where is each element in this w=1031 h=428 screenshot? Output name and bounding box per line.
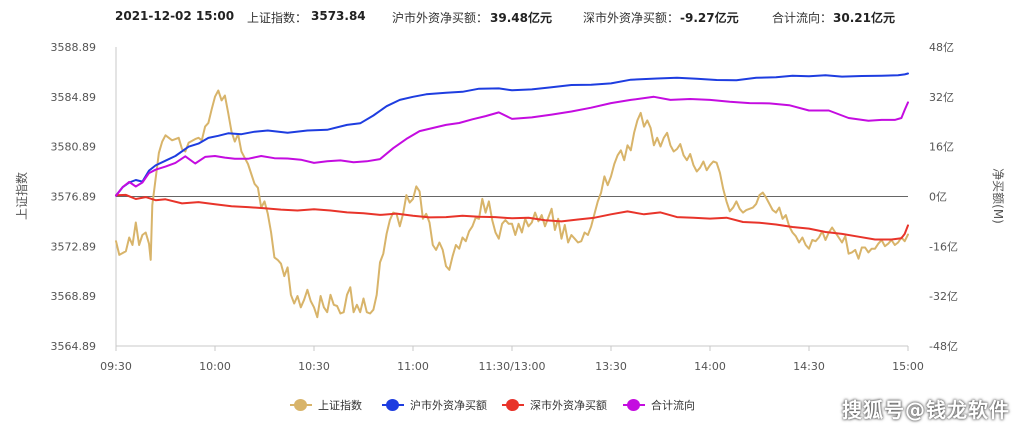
header-total-value: 30.21亿元 <box>833 11 895 25</box>
legend-label: 上证指数 <box>318 399 362 412</box>
header-datetime: 2021-12-02 15:00 <box>115 9 235 23</box>
watermark: 搜狐号@钱龙软件 <box>842 398 1010 422</box>
legend-swatch-icon <box>290 399 312 411</box>
left-y-tick-label: 3576.89 <box>51 191 97 204</box>
x-tick-label: 11:30/13:00 <box>478 360 545 373</box>
x-tick-label: 15:00 <box>892 360 924 373</box>
header-total-label: 合计流向： <box>772 11 833 25</box>
right-y-tick-label: -16亿 <box>929 240 958 253</box>
x-ticks: 09:30 10:00 10:30 11:00 11:30/13:00 13:30 14:0… <box>100 346 924 373</box>
legend-label: 沪市外资净买额 <box>410 399 487 412</box>
legend-item-1[interactable]: 上证指数 <box>290 397 362 413</box>
right-y-tick-label: -48亿 <box>929 340 958 353</box>
header-sh-value: 39.48亿元 <box>490 11 552 25</box>
left-y-tick-label: 3568.89 <box>51 290 97 303</box>
left-y-ticks: 3588.89 3584.89 3580.89 3576.89 3572.89 3568.… <box>51 41 97 353</box>
series-line-1 <box>115 89 909 319</box>
right-y-tick-label: 16亿 <box>929 141 954 154</box>
left-y-tick-label: 3564.89 <box>51 340 97 353</box>
right-y-tick-label: -32亿 <box>929 290 958 303</box>
legend-item-4[interactable]: 合计流向 <box>623 397 695 413</box>
header-sz-value: -9.27亿元 <box>680 11 739 25</box>
right-y-tick-label: 0亿 <box>929 191 947 204</box>
x-tick-label: 14:00 <box>694 360 726 373</box>
right-y-tick-label: 48亿 <box>929 41 954 54</box>
x-tick-label: 13:30 <box>595 360 627 373</box>
series-line-2 <box>115 72 909 197</box>
x-tick-label: 11:00 <box>397 360 429 373</box>
chart-header: 2021-12-02 15:00 上证指数： 3573.84 沪市外资净买额： … <box>0 9 1031 29</box>
left-axis-label: 上证指数 <box>14 172 29 220</box>
x-tick-label: 10:00 <box>199 360 231 373</box>
legend-label: 深市外资净买额 <box>530 399 607 412</box>
chart-series <box>115 72 909 319</box>
header-sz-label: 深市外资净买额： <box>583 11 680 25</box>
x-tick-label: 14:30 <box>793 360 825 373</box>
x-tick-label: 10:30 <box>298 360 330 373</box>
left-y-tick-label: 3588.89 <box>51 41 97 54</box>
header-index-value: 3573.84 <box>311 9 366 23</box>
right-y-ticks: 48亿 32亿 16亿 0亿 -16亿 -32亿 -48亿 <box>929 41 958 353</box>
legend-item-3[interactable]: 深市外资净买额 <box>502 397 607 413</box>
right-axis-label: 净买额(M) <box>991 168 1005 224</box>
header-sh-label: 沪市外资净买额： <box>392 11 489 25</box>
legend-swatch-icon <box>382 399 404 411</box>
legend-label: 合计流向 <box>651 399 695 412</box>
header-index-label: 上证指数： <box>247 11 308 25</box>
right-y-tick-label: 32亿 <box>929 91 954 104</box>
legend-swatch-icon <box>623 399 645 411</box>
legend-item-2[interactable]: 沪市外资净买额 <box>382 397 487 413</box>
left-y-tick-label: 3584.89 <box>51 91 97 104</box>
x-tick-label: 09:30 <box>100 360 132 373</box>
grid-lines <box>115 47 908 347</box>
left-y-tick-label: 3572.89 <box>51 240 97 253</box>
series-line-3 <box>115 193 909 241</box>
left-y-tick-label: 3580.89 <box>51 141 97 154</box>
legend-swatch-icon <box>502 399 524 411</box>
series-line-4 <box>115 95 909 197</box>
